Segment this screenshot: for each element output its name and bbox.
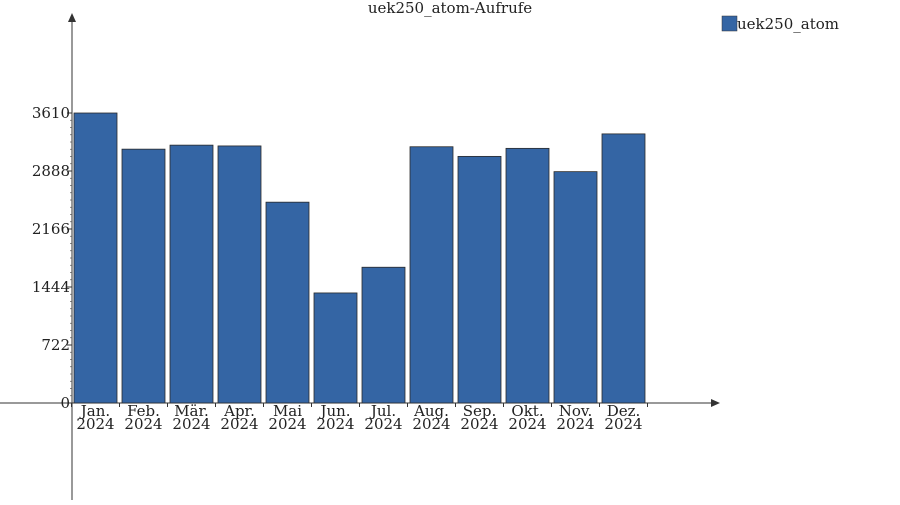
x-category-year: 2024 (364, 415, 402, 433)
bar-jun (313, 292, 358, 404)
bar-jul (361, 266, 406, 404)
x-category-year: 2024 (220, 415, 258, 433)
x-category-label: Nov. (559, 402, 593, 420)
x-category-year: 2024 (412, 415, 450, 433)
x-category-label: Sep. (463, 402, 497, 420)
chart-title: uek250_atom-Aufrufe (368, 0, 532, 17)
x-category-label: Feb. (127, 402, 160, 420)
x-category-year: 2024 (124, 415, 162, 433)
y-axis-ticks: 0 722 1444 2166 2888 3610 (32, 104, 72, 412)
x-category-year: 2024 (508, 415, 546, 433)
y-tick-label: 3610 (32, 104, 70, 122)
y-tick-label: 2888 (32, 162, 70, 180)
x-axis-labels: Jan.2024Feb.2024Mär.2024Apr.2024Mai2024J… (71, 402, 648, 433)
x-axis-arrow (711, 399, 720, 407)
bars (73, 112, 646, 404)
x-category-label: Okt. (511, 402, 543, 420)
legend: uek250_atom (721, 15, 839, 33)
x-category-year: 2024 (316, 415, 354, 433)
bar-feb (121, 148, 166, 404)
legend-swatch (721, 15, 738, 32)
bar-sep (457, 155, 502, 404)
x-category-label: Aug. (413, 402, 449, 420)
bar-apr (217, 145, 262, 404)
bar-jan (73, 112, 118, 404)
x-category-label: Jul. (369, 402, 396, 420)
y-axis-arrow (68, 13, 76, 22)
x-category-label: Jan. (79, 402, 110, 420)
bar-mär (169, 144, 214, 404)
x-category-label: Apr. (223, 402, 255, 420)
bar-okt (505, 147, 550, 404)
bar-dez (601, 133, 646, 404)
legend-label: uek250_atom (737, 15, 839, 33)
x-category-label: Dez. (607, 402, 641, 420)
x-category-label: Mai (273, 402, 302, 420)
y-tick-label: 722 (41, 336, 70, 354)
x-category-year: 2024 (76, 415, 114, 433)
bar-mai (265, 201, 310, 404)
y-tick-label: 1444 (32, 278, 70, 296)
x-category-year: 2024 (556, 415, 594, 433)
x-category-year: 2024 (172, 415, 210, 433)
x-category-label: Jun. (318, 402, 350, 420)
y-tick-label: 2166 (32, 220, 70, 238)
y-tick-label: 0 (60, 394, 70, 412)
x-category-year: 2024 (604, 415, 642, 433)
x-category-label: Mär. (174, 402, 209, 420)
x-category-year: 2024 (460, 415, 498, 433)
bar-aug (409, 146, 454, 404)
bar-nov (553, 171, 598, 404)
x-category-year: 2024 (268, 415, 306, 433)
